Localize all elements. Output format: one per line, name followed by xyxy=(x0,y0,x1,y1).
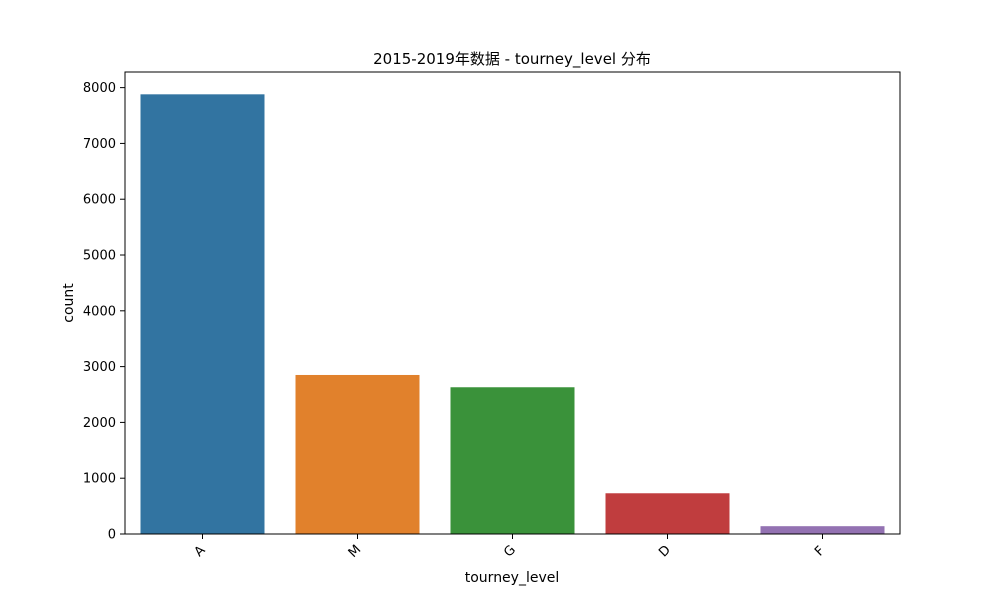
chart-title: 2015-2019年数据 - tourney_level 分布 xyxy=(373,50,651,69)
y-axis-label: count xyxy=(61,283,77,323)
plot-frame xyxy=(124,71,901,535)
y-tick-label: 4000 xyxy=(83,304,116,319)
x-tick-label: M xyxy=(346,542,365,561)
y-axis-ticks: 0 1000 2000 3000 4000 5000 6000 7000 8000 xyxy=(83,81,125,543)
y-tick-label: 2000 xyxy=(83,416,116,431)
y-tick-label: 3000 xyxy=(83,360,116,375)
y-tick-label: 6000 xyxy=(83,193,116,208)
bar-G xyxy=(450,387,575,534)
y-tick-label: 0 xyxy=(108,528,116,543)
bar-D xyxy=(605,493,730,534)
x-tick-label: G xyxy=(501,543,519,561)
bar-A xyxy=(140,94,265,534)
y-tick-label: 1000 xyxy=(83,472,116,487)
bar-F xyxy=(760,526,885,534)
x-tick-label: A xyxy=(192,543,209,560)
y-tick-label: 8000 xyxy=(83,81,116,96)
bars-layer xyxy=(140,94,885,534)
bar-M xyxy=(295,374,420,534)
y-tick-label: 7000 xyxy=(83,137,116,152)
x-tick-label: F xyxy=(812,544,828,560)
x-tick-label: D xyxy=(656,543,674,561)
y-tick-label: 5000 xyxy=(83,249,116,264)
x-axis-label: tourney_level xyxy=(465,570,560,586)
